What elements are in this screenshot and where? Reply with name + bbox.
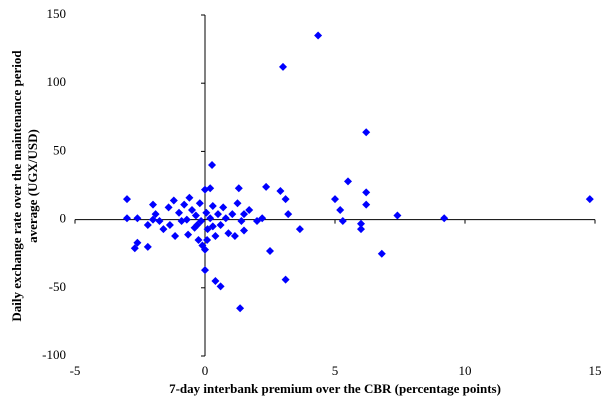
point [236, 304, 245, 313]
y-axis-label: Daily exchange rate over the maintenance… [9, 50, 40, 322]
point [202, 208, 211, 217]
point [221, 214, 230, 223]
point [279, 62, 287, 71]
point [185, 193, 194, 202]
point [281, 195, 290, 204]
point [295, 225, 304, 234]
point [393, 211, 402, 220]
point [191, 211, 200, 220]
point [314, 31, 323, 40]
point [201, 266, 209, 275]
point [357, 219, 365, 228]
x-tick-label: 15 [589, 363, 602, 378]
point [151, 210, 160, 219]
point [440, 214, 449, 223]
y-tick-label: 50 [53, 142, 66, 157]
point [240, 210, 248, 219]
point [245, 206, 254, 215]
point [219, 203, 228, 212]
point [159, 225, 168, 234]
point [230, 231, 239, 240]
point [344, 177, 352, 186]
point [338, 216, 347, 225]
point [357, 225, 365, 234]
point [585, 195, 594, 204]
point [253, 216, 261, 225]
x-axis-label: 7-day interbank premium over the CBR (pe… [169, 381, 501, 396]
point [377, 249, 386, 258]
point [169, 196, 178, 205]
point [130, 244, 139, 253]
point [240, 226, 248, 235]
point [276, 186, 285, 195]
point [206, 214, 215, 223]
point [195, 199, 204, 208]
point [165, 221, 174, 230]
point [184, 230, 193, 239]
point [336, 206, 345, 215]
point [362, 188, 371, 197]
y-axis-label-line: Daily exchange rate over the maintenance… [9, 50, 24, 322]
point [208, 161, 217, 170]
point [143, 221, 152, 230]
point [362, 200, 371, 209]
point [175, 208, 183, 217]
point [133, 214, 142, 223]
point [123, 214, 131, 223]
point [149, 200, 157, 209]
point [211, 276, 220, 285]
y-tick-label: 100 [47, 74, 67, 89]
point [201, 185, 209, 194]
point [203, 236, 212, 245]
point [164, 203, 173, 212]
y-tick-label: -50 [49, 279, 66, 294]
point [182, 215, 191, 224]
point [216, 221, 225, 230]
point [331, 195, 339, 204]
point [362, 128, 371, 137]
point [201, 245, 209, 254]
y-tick-label: 150 [47, 6, 67, 21]
x-tick-label: 0 [202, 363, 209, 378]
point [133, 238, 142, 247]
x-tick-label: 5 [332, 363, 339, 378]
point [224, 229, 233, 238]
y-tick-label: 0 [60, 211, 67, 226]
x-tick-label: 10 [459, 363, 472, 378]
point [228, 210, 237, 219]
point [123, 195, 131, 204]
y-tick-label: -100 [42, 347, 66, 362]
point [214, 210, 222, 219]
point [208, 201, 217, 210]
point [188, 206, 196, 215]
x-tick-label: -5 [70, 363, 81, 378]
point [233, 199, 242, 208]
point [193, 221, 202, 230]
point [171, 231, 180, 240]
point [281, 275, 290, 284]
point [194, 236, 203, 245]
point [266, 246, 274, 255]
y-axis-label-line: average (UGX/USD) [25, 129, 40, 243]
point [262, 182, 271, 191]
point [284, 210, 293, 219]
point [216, 282, 225, 291]
point [155, 216, 164, 225]
point [208, 222, 217, 231]
point [143, 242, 152, 251]
point [211, 231, 220, 240]
point [180, 200, 189, 209]
point [149, 215, 157, 224]
point [234, 184, 243, 193]
point [237, 216, 246, 225]
